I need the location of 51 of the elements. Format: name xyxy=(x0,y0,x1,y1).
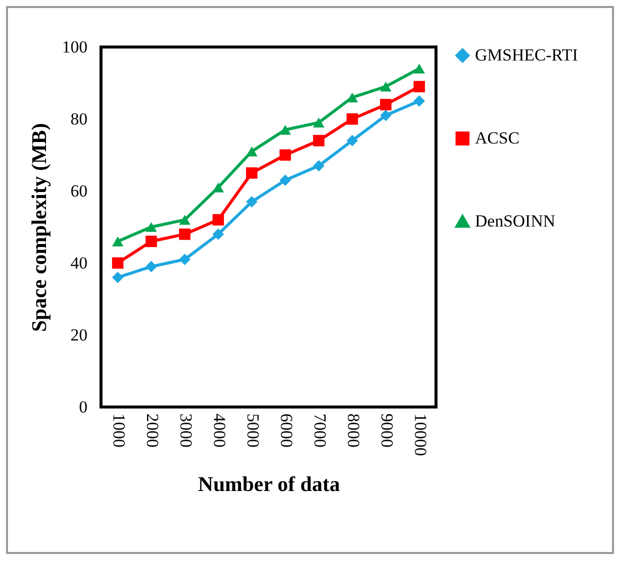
legend-label: DenSOINN xyxy=(475,212,556,230)
y-tick-label: 60 xyxy=(70,182,88,200)
x-tick-label: 8000 xyxy=(344,414,363,448)
point xyxy=(246,196,258,208)
point xyxy=(380,98,392,110)
legend-label: ACSC xyxy=(475,128,520,148)
point xyxy=(146,236,157,248)
x-tick-label: 4000 xyxy=(210,414,229,448)
point xyxy=(146,222,157,232)
y-tick-label: 80 xyxy=(70,110,88,128)
point xyxy=(313,134,324,146)
point xyxy=(212,228,224,240)
x-tick-label: 2000 xyxy=(142,414,162,448)
point xyxy=(313,118,324,128)
point xyxy=(346,92,358,102)
point xyxy=(414,64,425,74)
point xyxy=(112,257,124,269)
y-tick-label: 20 xyxy=(70,326,88,344)
point xyxy=(179,254,190,266)
point xyxy=(280,149,291,161)
point xyxy=(179,228,190,240)
point xyxy=(380,82,392,92)
point xyxy=(280,124,291,135)
y-tick-label: 100 xyxy=(62,38,88,56)
point xyxy=(112,272,124,284)
x-tick-label: 7000 xyxy=(310,414,330,448)
x-tick-label: 3000 xyxy=(176,414,196,448)
point xyxy=(313,160,324,172)
point xyxy=(179,214,190,225)
point xyxy=(280,174,291,186)
point xyxy=(146,260,157,272)
point xyxy=(346,113,358,125)
x-tick-label: 6000 xyxy=(276,414,296,448)
point xyxy=(246,167,258,179)
x-tick-label: 10000 xyxy=(410,414,430,456)
y-tick-label: 40 xyxy=(70,254,88,272)
x-axis-title: Number of data xyxy=(198,472,340,496)
x-tick-label: 5000 xyxy=(243,414,262,448)
x-tick-label: 9000 xyxy=(377,414,396,448)
point xyxy=(212,182,224,192)
point xyxy=(414,80,425,92)
y-axis-title: Space complexity (MB) xyxy=(27,123,51,332)
point xyxy=(212,214,224,226)
point xyxy=(346,134,358,146)
y-tick-label: 0 xyxy=(79,398,88,416)
legend-label: GMSHEC-RTI xyxy=(475,46,578,64)
point xyxy=(112,236,124,246)
x-tick-label: 1000 xyxy=(109,414,128,448)
point xyxy=(246,146,258,156)
point xyxy=(414,95,425,107)
point xyxy=(380,110,392,122)
